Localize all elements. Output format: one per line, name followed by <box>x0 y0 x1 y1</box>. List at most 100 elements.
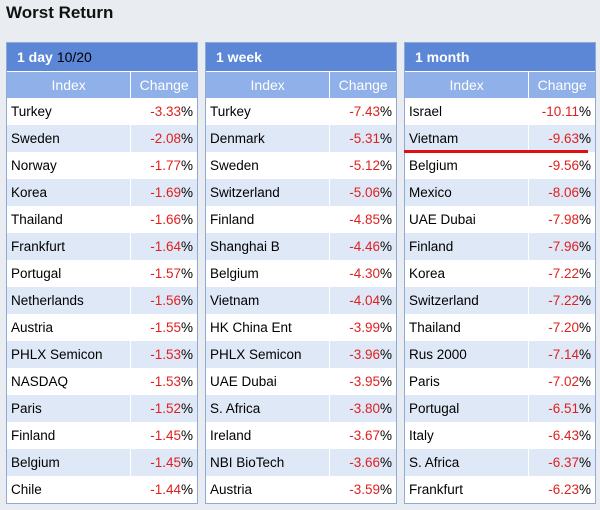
percent-sign: % <box>578 428 591 443</box>
percent-sign: % <box>180 239 193 254</box>
change-number: -6.43 <box>548 428 579 443</box>
table-row: Finland -1.45% <box>7 422 197 449</box>
percent-sign: % <box>379 185 392 200</box>
change-number: -3.66 <box>349 455 380 470</box>
percent-sign: % <box>379 455 392 470</box>
change-number: -6.37 <box>548 455 579 470</box>
change-value: -2.08% <box>131 125 197 152</box>
index-name: Frankfurt <box>7 233 132 260</box>
index-name: UAE Dubai <box>206 368 331 395</box>
page-title: Worst Return <box>6 3 114 22</box>
change-number: -9.63 <box>548 131 579 146</box>
table-row: Switzerland -7.22% <box>405 287 595 314</box>
change-value: -1.44% <box>131 476 197 503</box>
percent-sign: % <box>180 104 193 119</box>
panel-1-week: 1 week Index Change Turkey -7.43% Denmark -… <box>205 42 397 504</box>
table-row: Vietnam -9.63% <box>405 125 595 152</box>
panel-date: 10/20 <box>56 49 92 65</box>
change-number: -1.69 <box>150 185 181 200</box>
percent-sign: % <box>379 158 392 173</box>
percent-sign: % <box>379 293 392 308</box>
column-header-row: Index Change <box>405 72 595 98</box>
column-header-change: Change <box>537 77 587 93</box>
index-name: NASDAQ <box>7 368 132 395</box>
table-row: Switzerland -5.06% <box>206 179 396 206</box>
percent-sign: % <box>379 266 392 281</box>
table-row: Frankfurt -6.23% <box>405 476 595 503</box>
table-row: S. Africa -3.80% <box>206 395 396 422</box>
table-row: Austria -3.59% <box>206 476 396 503</box>
index-name: Netherlands <box>7 287 132 314</box>
percent-sign: % <box>578 401 591 416</box>
table-row: PHLX Semicon -3.96% <box>206 341 396 368</box>
change-value: -1.66% <box>131 206 197 233</box>
percent-sign: % <box>379 374 392 389</box>
change-number: -1.53 <box>150 374 181 389</box>
index-name: S. Africa <box>206 395 331 422</box>
change-number: -1.66 <box>150 212 181 227</box>
index-name: Norway <box>7 152 132 179</box>
percent-sign: % <box>379 347 392 362</box>
change-number: -1.44 <box>150 482 181 497</box>
percent-sign: % <box>379 482 392 497</box>
index-name: Finland <box>206 206 331 233</box>
percent-sign: % <box>180 158 193 173</box>
table-row: Italy -6.43% <box>405 422 595 449</box>
index-name: Belgium <box>206 260 331 287</box>
index-name: Rus 2000 <box>405 341 530 368</box>
percent-sign: % <box>379 428 392 443</box>
index-name: Finland <box>405 233 530 260</box>
table-row: Sweden -5.12% <box>206 152 396 179</box>
change-value: -5.06% <box>330 179 396 206</box>
change-number: -3.59 <box>349 482 380 497</box>
change-value: -1.77% <box>131 152 197 179</box>
index-name: Italy <box>405 422 530 449</box>
percent-sign: % <box>578 347 591 362</box>
column-header-index: Index <box>206 72 331 98</box>
percent-sign: % <box>578 185 591 200</box>
change-value: -3.67% <box>330 422 396 449</box>
change-value: -9.63% <box>529 125 595 152</box>
index-name: Vietnam <box>206 287 331 314</box>
index-name: Portugal <box>405 395 530 422</box>
table-row: Portugal -6.51% <box>405 395 595 422</box>
table-row: Belgium -9.56% <box>405 152 595 179</box>
percent-sign: % <box>180 212 193 227</box>
change-value: -6.43% <box>529 422 595 449</box>
change-value: -6.51% <box>529 395 595 422</box>
change-value: -4.85% <box>330 206 396 233</box>
table-body: Turkey -7.43% Denmark -5.31% Sweden -5.12% Swi… <box>206 98 396 503</box>
table-body: Israel -10.11% Vietnam -9.63% Belgium -9.56% M… <box>405 98 595 503</box>
index-name: Denmark <box>206 125 331 152</box>
percent-sign: % <box>180 293 193 308</box>
change-number: -1.53 <box>150 347 181 362</box>
change-number: -5.06 <box>349 185 380 200</box>
percent-sign: % <box>180 482 193 497</box>
index-name: UAE Dubai <box>405 206 530 233</box>
change-number: -3.99 <box>349 320 380 335</box>
change-value: -1.57% <box>131 260 197 287</box>
change-value: -5.12% <box>330 152 396 179</box>
index-name: Ireland <box>206 422 331 449</box>
table-row: Frankfurt -1.64% <box>7 233 197 260</box>
table-row: Austria -1.55% <box>7 314 197 341</box>
percent-sign: % <box>180 455 193 470</box>
table-row: Belgium -1.45% <box>7 449 197 476</box>
table-row: Thailand -7.20% <box>405 314 595 341</box>
percent-sign: % <box>578 293 591 308</box>
percent-sign: % <box>180 347 193 362</box>
change-number: -6.23 <box>548 482 579 497</box>
change-value: -3.99% <box>330 314 396 341</box>
change-number: -7.14 <box>548 347 579 362</box>
index-name: Shanghai B <box>206 233 331 260</box>
panel-header: 1 month <box>405 43 595 72</box>
change-number: -7.22 <box>548 293 579 308</box>
change-value: -7.02% <box>529 368 595 395</box>
table-row: Turkey -7.43% <box>206 98 396 125</box>
column-header-change: Change <box>338 77 388 93</box>
table-row: Portugal -1.57% <box>7 260 197 287</box>
change-value: -7.14% <box>529 341 595 368</box>
change-value: -3.95% <box>330 368 396 395</box>
change-number: -4.30 <box>349 266 380 281</box>
change-value: -4.04% <box>330 287 396 314</box>
